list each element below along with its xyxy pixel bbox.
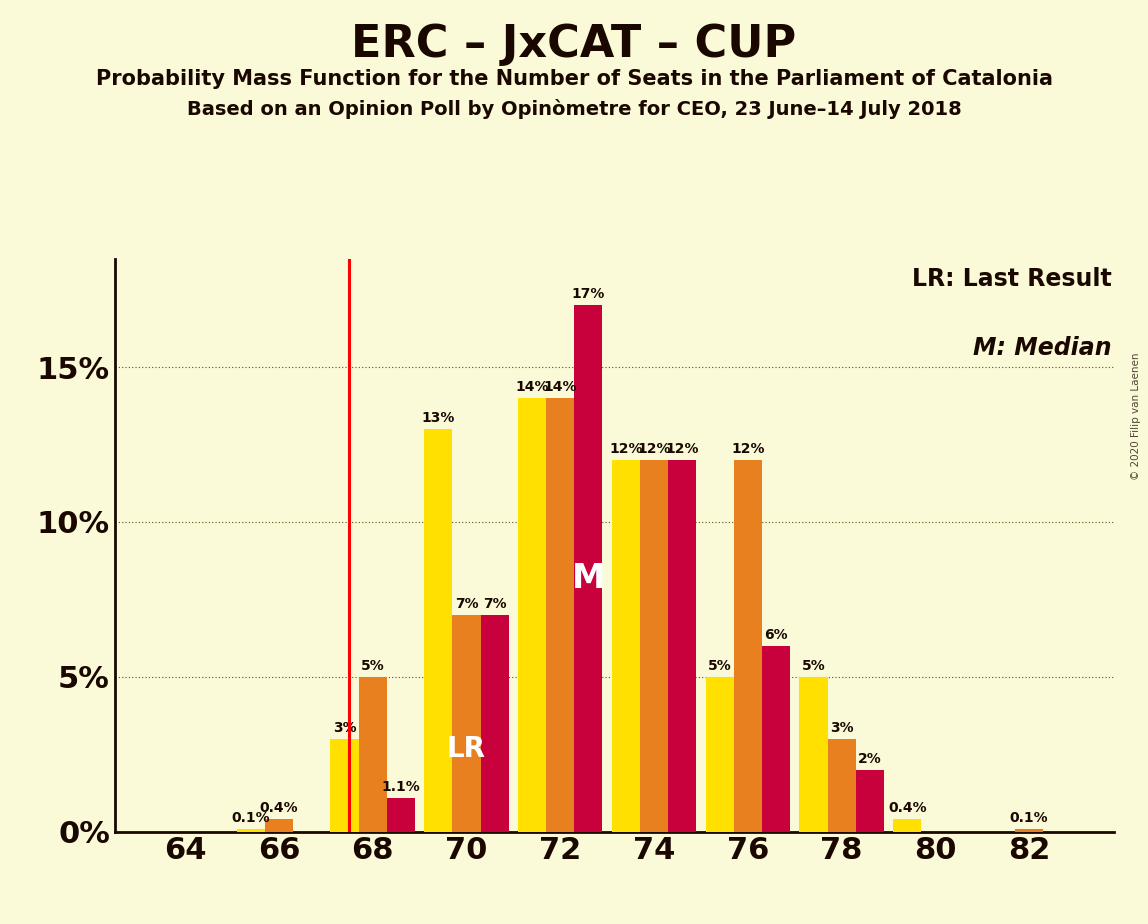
Bar xyxy=(518,398,546,832)
Bar xyxy=(1015,829,1044,832)
Bar xyxy=(828,738,855,832)
Bar xyxy=(612,460,639,832)
Text: 6%: 6% xyxy=(765,628,788,642)
Bar xyxy=(265,820,293,832)
Bar xyxy=(387,797,414,832)
Text: M: M xyxy=(572,563,605,595)
Text: 5%: 5% xyxy=(801,659,825,673)
Text: LR: LR xyxy=(447,736,486,763)
Bar xyxy=(762,646,790,832)
Bar xyxy=(855,770,884,832)
Bar xyxy=(639,460,668,832)
Text: 0.4%: 0.4% xyxy=(887,801,926,816)
Text: 12%: 12% xyxy=(666,443,699,456)
Text: M: Median: M: Median xyxy=(974,336,1111,360)
Text: 5%: 5% xyxy=(708,659,731,673)
Bar xyxy=(734,460,762,832)
Bar xyxy=(358,676,387,832)
Text: 13%: 13% xyxy=(421,411,455,425)
Text: LR: Last Result: LR: Last Result xyxy=(912,267,1111,291)
Text: 14%: 14% xyxy=(543,381,577,395)
Text: ERC – JxCAT – CUP: ERC – JxCAT – CUP xyxy=(351,23,797,67)
Text: 2%: 2% xyxy=(858,752,882,766)
Text: Based on an Opinion Poll by Opinòmetre for CEO, 23 June–14 July 2018: Based on an Opinion Poll by Opinòmetre f… xyxy=(187,99,961,119)
Bar xyxy=(668,460,696,832)
Text: 0.1%: 0.1% xyxy=(232,810,270,825)
Text: 7%: 7% xyxy=(455,597,479,611)
Bar xyxy=(452,614,481,832)
Text: 3%: 3% xyxy=(830,721,853,735)
Text: 3%: 3% xyxy=(333,721,356,735)
Bar xyxy=(546,398,574,832)
Bar xyxy=(799,676,828,832)
Text: 1.1%: 1.1% xyxy=(381,780,420,794)
Bar xyxy=(331,738,358,832)
Text: 12%: 12% xyxy=(610,443,643,456)
Bar xyxy=(425,429,452,832)
Text: Probability Mass Function for the Number of Seats in the Parliament of Catalonia: Probability Mass Function for the Number… xyxy=(95,69,1053,90)
Text: 0.1%: 0.1% xyxy=(1010,810,1048,825)
Text: 0.4%: 0.4% xyxy=(259,801,298,816)
Bar xyxy=(481,614,509,832)
Bar xyxy=(893,820,922,832)
Text: 17%: 17% xyxy=(572,287,605,301)
Bar xyxy=(236,829,265,832)
Text: 12%: 12% xyxy=(731,443,765,456)
Bar xyxy=(574,305,603,832)
Text: 14%: 14% xyxy=(515,381,549,395)
Text: 5%: 5% xyxy=(360,659,385,673)
Text: © 2020 Filip van Laenen: © 2020 Filip van Laenen xyxy=(1131,352,1141,480)
Bar xyxy=(706,676,734,832)
Text: 12%: 12% xyxy=(637,443,670,456)
Text: 7%: 7% xyxy=(483,597,506,611)
